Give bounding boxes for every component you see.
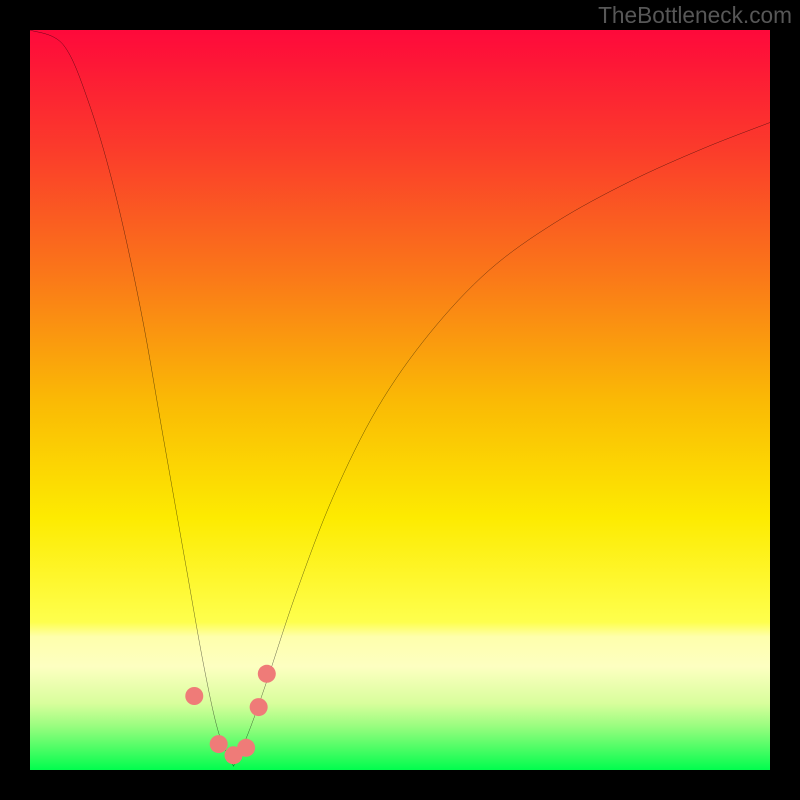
curve-left-branch bbox=[30, 30, 234, 766]
plot-area bbox=[30, 30, 770, 770]
curve-marker bbox=[250, 698, 268, 716]
curve-marker bbox=[185, 687, 203, 705]
curve-marker-group bbox=[185, 665, 276, 764]
chart-stage: TheBottleneck.com bbox=[0, 0, 800, 800]
curve-marker bbox=[258, 665, 276, 683]
curve-marker bbox=[210, 735, 228, 753]
curve-right-branch bbox=[234, 123, 771, 767]
curve-marker bbox=[237, 739, 255, 757]
watermark-text: TheBottleneck.com bbox=[598, 2, 792, 29]
bottleneck-curve bbox=[30, 30, 770, 770]
